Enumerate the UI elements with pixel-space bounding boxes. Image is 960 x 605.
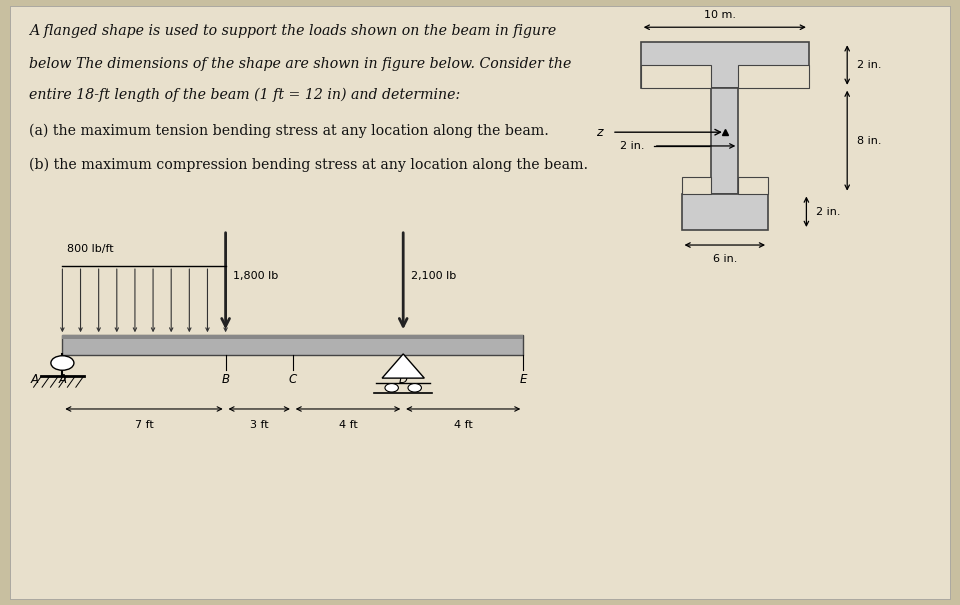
Text: 4 ft: 4 ft <box>339 420 357 430</box>
Bar <box>641 65 711 88</box>
Text: 2 in.: 2 in. <box>816 207 841 217</box>
Text: 7 ft: 7 ft <box>134 420 154 430</box>
Circle shape <box>385 384 398 392</box>
Text: (a) the maximum tension bending stress at any location along the beam.: (a) the maximum tension bending stress a… <box>29 124 549 139</box>
Text: entire 18-ft length of the beam (1 ft = 12 in) and determine:: entire 18-ft length of the beam (1 ft = … <box>29 88 460 102</box>
Text: 10 m.: 10 m. <box>704 10 736 20</box>
Text: 2 in.: 2 in. <box>619 141 644 151</box>
Text: (b) the maximum compression bending stress at any location along the beam.: (b) the maximum compression bending stre… <box>29 157 588 172</box>
Text: 8 in.: 8 in. <box>857 136 881 146</box>
Text: A flanged shape is used to support the loads shown on the beam in figure: A flanged shape is used to support the l… <box>29 24 556 38</box>
Text: z: z <box>596 126 603 139</box>
Text: 4 ft: 4 ft <box>454 420 472 430</box>
Text: 1,800 lb: 1,800 lb <box>233 272 278 281</box>
Text: 2 in.: 2 in. <box>857 60 881 70</box>
Bar <box>641 42 808 88</box>
Bar <box>738 177 768 194</box>
Bar <box>682 194 768 230</box>
Text: 2,100 lb: 2,100 lb <box>411 272 456 281</box>
Text: E: E <box>519 373 527 385</box>
Bar <box>62 335 523 339</box>
Text: A: A <box>31 373 38 385</box>
Text: 3 ft: 3 ft <box>250 420 269 430</box>
Text: 800 lb/ft: 800 lb/ft <box>67 244 114 254</box>
Bar <box>62 335 523 355</box>
Text: D: D <box>398 373 408 385</box>
Bar <box>682 177 711 194</box>
Text: B: B <box>222 373 229 385</box>
Bar <box>738 65 808 88</box>
Text: A: A <box>59 373 66 385</box>
Text: below The dimensions of the shape are shown in figure below. Consider the: below The dimensions of the shape are sh… <box>29 57 571 71</box>
Circle shape <box>51 356 74 370</box>
Polygon shape <box>382 354 424 378</box>
Bar <box>711 88 738 194</box>
Text: 6 in.: 6 in. <box>712 254 737 264</box>
Circle shape <box>408 384 421 392</box>
Text: C: C <box>289 373 297 385</box>
